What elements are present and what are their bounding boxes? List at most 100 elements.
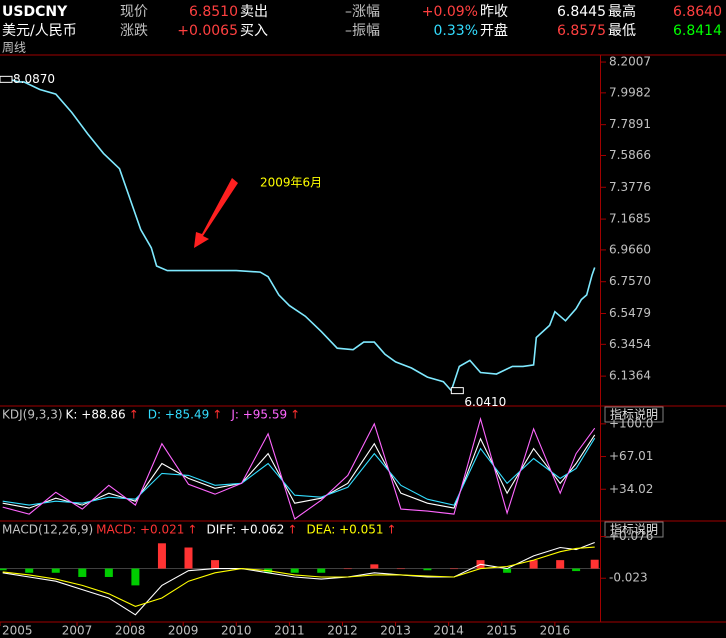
quote-cell: 0.33%	[434, 23, 478, 39]
panel-legend: ↑	[212, 408, 222, 422]
quote-cell: –振幅	[345, 23, 380, 39]
quote-cell: +0.0065	[177, 23, 238, 39]
series-line	[2, 541, 595, 616]
macd-bar	[0, 568, 7, 571]
button-frame	[604, 406, 664, 423]
macd-bar	[343, 568, 352, 570]
quote-cell: 6.8414	[673, 23, 722, 39]
quote-cell: 涨跌	[120, 23, 148, 39]
panel-legend: K: +88.86	[66, 408, 126, 422]
button-label[interactable]: 指标说明	[610, 522, 658, 537]
macd-bar	[423, 568, 432, 571]
extreme-label: 8.0870	[13, 72, 55, 86]
panel-legend: J: +95.59	[230, 408, 287, 422]
button-frame	[604, 521, 664, 538]
macd-bar	[290, 568, 299, 573]
y-tick-label: 7.5866	[609, 148, 651, 162]
y-tick-label: +100.0	[609, 416, 653, 430]
symbol-name: 美元/人民币	[2, 23, 77, 39]
quote-cell: 现价	[120, 4, 148, 20]
extreme-marker	[450, 387, 464, 395]
y-tick-label: 7.3776	[609, 180, 651, 194]
panel-legend: KDJ(9,3,3)	[2, 408, 63, 422]
y-tick-label: 7.1685	[609, 212, 651, 226]
panel-legend: ↑	[387, 523, 397, 537]
x-tick-label: 2015	[486, 624, 517, 638]
annotation: 2009年6月	[260, 176, 322, 190]
quote-cell: 开盘	[480, 22, 508, 39]
y-tick-label: 7.9982	[609, 85, 651, 99]
annotation-arrow	[194, 178, 238, 248]
macd-bar	[25, 568, 34, 573]
x-tick-label: 2005	[2, 624, 33, 638]
indicator-button[interactable]: 指标说明	[604, 406, 664, 423]
quote-cell: 昨收	[480, 4, 508, 20]
series-line	[2, 434, 596, 509]
panel-legend: ↑	[290, 408, 300, 422]
quote-cell: 6.8510	[189, 4, 238, 20]
macd-bar	[556, 560, 565, 569]
extreme-label: 6.0410	[464, 395, 506, 409]
quote-cell: 6.8575	[557, 23, 606, 39]
x-tick-label: 2010	[221, 624, 252, 638]
macd-bar	[503, 568, 512, 573]
series-line	[2, 546, 595, 607]
quote-cell: 最低	[608, 23, 636, 39]
macd-bar	[184, 547, 193, 569]
y-tick-label: 6.5479	[609, 306, 651, 320]
macd-bar	[211, 560, 220, 569]
panel-legend: D: +85.49	[148, 408, 210, 422]
macd-bar	[78, 568, 87, 577]
quote-cell: 6.8445	[557, 4, 606, 20]
quote-cell: +0.09%	[422, 4, 478, 20]
x-tick-label: 2009	[168, 624, 199, 638]
button-label[interactable]: 指标说明	[610, 407, 658, 422]
x-tick-label: 2012	[327, 624, 358, 638]
macd-bar	[529, 560, 538, 569]
y-tick-label: +34.02	[609, 482, 653, 496]
y-tick-label: 6.3454	[609, 337, 651, 351]
macd-bar	[572, 568, 581, 572]
panel-legend: ↑	[129, 408, 139, 422]
y-tick-label: 7.7891	[609, 117, 651, 131]
frame	[0, 54, 726, 623]
quote-cell: 卖出	[240, 4, 268, 20]
macd-bar	[370, 564, 379, 569]
series-line	[2, 437, 596, 506]
panel-legend: DEA: +0.051	[306, 523, 383, 537]
panel-legend: ↑	[187, 523, 197, 537]
series-line	[0, 78, 596, 393]
x-tick-label: 2008	[115, 624, 146, 638]
panel-legend: MACD(12,26,9)	[2, 523, 93, 537]
y-tick-label: +0.076	[609, 529, 653, 543]
symbol: USDCNY	[2, 4, 68, 20]
macd-bar	[104, 568, 113, 577]
macd-bar	[317, 568, 326, 573]
y-tick-label: +67.01	[609, 449, 653, 463]
x-tick-label: 2013	[380, 624, 411, 638]
indicator-button[interactable]: 指标说明	[604, 521, 664, 538]
y-tick-label: 6.9660	[609, 242, 651, 256]
panel-legend: DIFF: +0.062	[206, 523, 284, 537]
y-tick-label: 6.7570	[609, 274, 651, 288]
macd-bar	[449, 568, 458, 570]
quote-cell: –涨幅	[345, 4, 380, 20]
quote-cell: 6.8640	[673, 4, 722, 20]
macd-bar	[131, 568, 140, 586]
panel-legend: MACD: +0.021	[96, 523, 184, 537]
macd-bar	[51, 568, 60, 573]
x-tick-label: 2007	[62, 624, 93, 638]
macd-bar	[590, 559, 599, 569]
panel-legend: ↑	[287, 523, 297, 537]
y-tick-label: 6.1364	[609, 369, 651, 383]
macd-bar	[157, 543, 166, 569]
x-tick-label: 2016	[540, 624, 571, 638]
extreme-marker	[0, 75, 13, 83]
period: 周线	[2, 41, 26, 55]
y-tick-label: -0.023	[609, 571, 648, 585]
quote-cell: 买入	[240, 23, 268, 39]
quote-cell: 最高	[608, 3, 636, 20]
macd-bar	[396, 568, 405, 570]
